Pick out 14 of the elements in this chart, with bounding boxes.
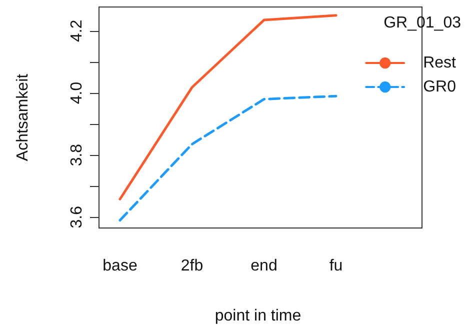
- x-tick-label: base: [102, 258, 138, 274]
- y-tick-label: 4.2: [68, 20, 86, 42]
- line-series: [118, 94, 338, 222]
- y-axis-title: Achtsamkeit: [14, 73, 32, 162]
- y-tick-label: 3.6: [68, 206, 86, 228]
- line-series: [118, 14, 338, 200]
- x-axis-title: point in time: [214, 308, 302, 324]
- y-tick-label: 4.0: [68, 82, 86, 104]
- legend-label: GR0: [423, 78, 456, 96]
- x-tick-label: 2fb: [180, 258, 204, 274]
- x-tick-label: fu: [329, 258, 343, 274]
- legend-label: Rest: [423, 54, 457, 72]
- y-tick-label: 3.8: [68, 144, 86, 166]
- x-tick-label: end: [250, 258, 278, 274]
